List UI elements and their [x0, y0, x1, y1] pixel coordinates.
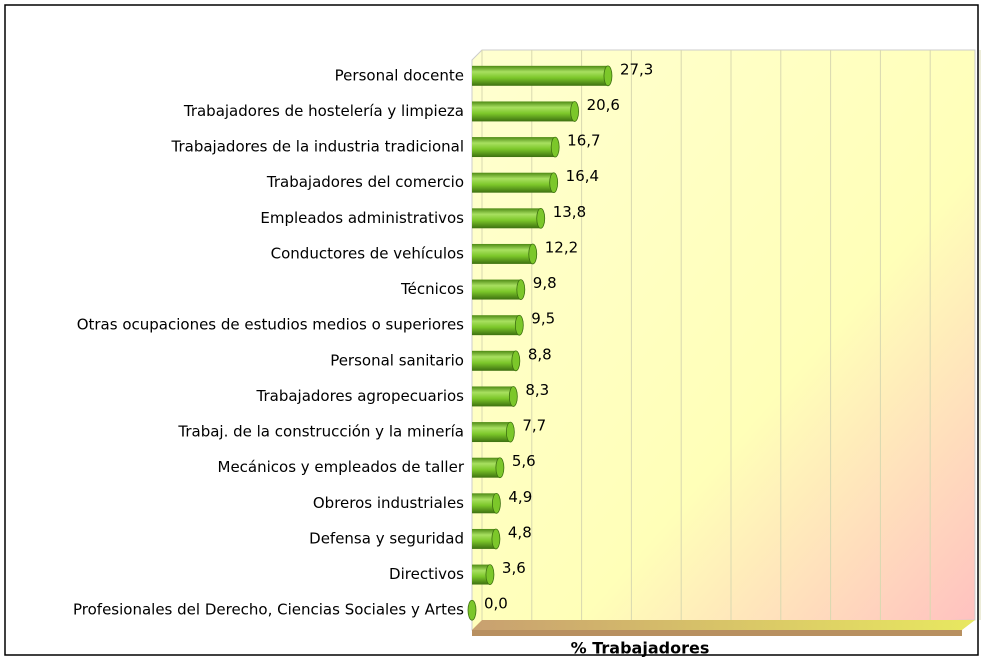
plot-floor: [472, 620, 975, 630]
y-tick-label: Trabajadores de la industria tradicional: [171, 138, 464, 156]
bar: [472, 350, 521, 372]
bar-part: [472, 279, 521, 300]
bar-part: [516, 279, 526, 300]
value-label: 27,3: [620, 60, 653, 78]
bar-part: [467, 599, 477, 621]
value-label: 8,3: [525, 381, 549, 399]
bar-part: [472, 208, 541, 229]
y-tick-label: Personal docente: [335, 66, 464, 84]
value-label: 12,2: [545, 238, 578, 256]
bar-part: [514, 314, 524, 336]
bar-part: [491, 528, 501, 550]
y-tick-label: Directivos: [389, 565, 464, 583]
bar-part: [536, 207, 546, 229]
bar-part: [603, 65, 613, 87]
bar: [472, 172, 559, 194]
bar-part: [485, 564, 495, 585]
bar: [472, 421, 515, 443]
bar-part: [505, 421, 515, 443]
bar-part: [570, 101, 579, 122]
y-tick-label: Trabajadores del comercio: [266, 173, 464, 191]
bar: [472, 207, 546, 229]
bar: [472, 136, 560, 158]
y-tick-label: Obreros industriales: [313, 494, 464, 512]
value-label: 3,6: [502, 559, 526, 577]
y-tick-label: Otras ocupaciones de estudios medios o s…: [77, 316, 464, 334]
bar-part: [472, 493, 497, 514]
bar: [467, 599, 477, 621]
bar-part: [495, 457, 505, 479]
bar: [472, 101, 579, 122]
value-label: 5,6: [512, 452, 536, 470]
bar: [472, 492, 501, 514]
bar: [472, 457, 505, 479]
value-label: 9,5: [531, 310, 555, 328]
value-label: 4,8: [508, 523, 532, 541]
value-label: 0,0: [484, 595, 508, 613]
bar-part: [472, 528, 496, 549]
bar-part: [550, 136, 560, 158]
bar-part: [472, 315, 520, 336]
bar: [472, 279, 526, 300]
y-tick-label: Trabaj. de la construcción y la minería: [177, 423, 464, 441]
bar: [472, 564, 495, 585]
bar-part: [528, 243, 538, 265]
value-label: 13,8: [553, 203, 586, 221]
bar-part: [472, 350, 516, 371]
x-axis-title: % Trabajadores: [571, 639, 710, 658]
value-label: 4,9: [508, 488, 532, 506]
value-label: 16,7: [567, 132, 600, 150]
bar-part: [472, 243, 533, 264]
y-tick-label: Mecánicos y empleados de taller: [218, 458, 465, 476]
bar-part: [511, 350, 521, 372]
bar-part: [472, 137, 556, 158]
bar-part: [472, 422, 511, 443]
y-tick-label: Empleados administrativos: [260, 209, 464, 227]
bar-part: [472, 65, 608, 86]
y-tick-label: Técnicos: [400, 280, 464, 298]
bar: [472, 314, 524, 336]
bar: [472, 386, 518, 407]
value-label: 7,7: [522, 417, 546, 435]
value-label: 9,8: [533, 274, 557, 292]
bar-part: [472, 457, 500, 478]
y-tick-label: Profesionales del Derecho, Ciencias Soci…: [73, 601, 464, 619]
value-label: 8,8: [528, 345, 552, 363]
y-tick-label: Personal sanitario: [330, 351, 464, 369]
bar: [472, 65, 613, 87]
bar-part: [472, 101, 575, 122]
y-tick-label: Trabajadores de hostelería y limpieza: [183, 102, 464, 120]
bar: [472, 528, 501, 550]
bar: [472, 243, 538, 265]
y-tick-label: Defensa y seguridad: [309, 529, 464, 547]
bar-part: [472, 172, 554, 193]
plot-wall: [471, 49, 976, 631]
floor-edge: [472, 630, 962, 636]
y-tick-label: Conductores de vehículos: [271, 244, 465, 262]
value-label: 16,4: [566, 167, 599, 185]
bar-part: [472, 386, 514, 407]
bar-part: [508, 386, 518, 407]
bar-part: [492, 492, 501, 514]
bar-part: [472, 564, 490, 585]
y-tick-label: Trabajadores agropecuarios: [256, 387, 465, 405]
bar-part: [549, 172, 559, 194]
value-label: 20,6: [587, 96, 620, 114]
